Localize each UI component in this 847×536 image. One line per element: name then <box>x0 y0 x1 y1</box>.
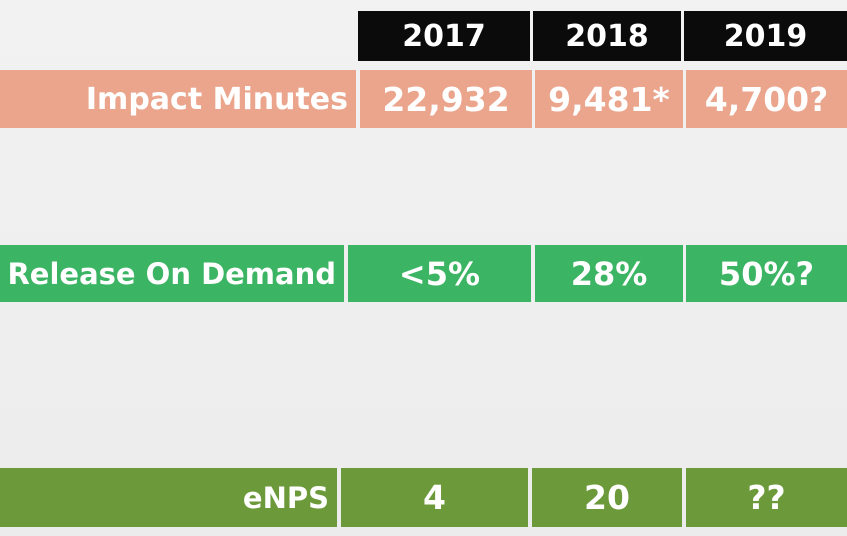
impact-minutes-2019: 4,700? <box>686 70 847 128</box>
impact-minutes-row: Impact Minutes 22,932 9,481* 4,700? <box>0 70 847 128</box>
release-on-demand-2017: <5% <box>348 245 531 302</box>
impact-minutes-2018: 9,481* <box>535 70 683 128</box>
enps-2017: 4 <box>341 468 528 527</box>
enps-row: eNPS 4 20 ?? <box>0 468 847 527</box>
release-on-demand-2018: 28% <box>535 245 683 302</box>
release-on-demand-label: Release On Demand <box>0 245 344 302</box>
year-header-2018: 2018 <box>533 11 681 61</box>
release-on-demand-2019: 50%? <box>686 245 847 302</box>
year-header-2019: 2019 <box>684 11 847 61</box>
release-on-demand-row: Release On Demand <5% 28% 50%? <box>0 245 847 302</box>
impact-minutes-2017: 22,932 <box>360 70 532 128</box>
enps-2018: 20 <box>532 468 682 527</box>
year-header-2017: 2017 <box>358 11 530 61</box>
impact-minutes-label: Impact Minutes <box>0 70 356 128</box>
enps-2019: ?? <box>686 468 847 527</box>
enps-label: eNPS <box>0 468 337 527</box>
